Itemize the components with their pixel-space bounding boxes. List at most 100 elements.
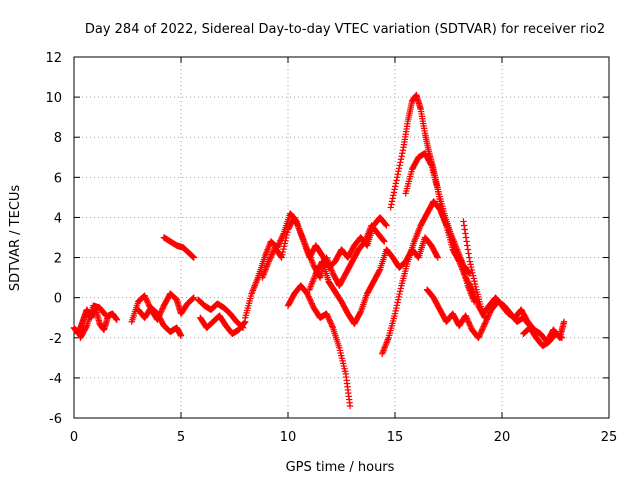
data-point-marker [471,280,479,288]
data-point-marker [478,327,485,334]
data-point-marker [158,306,166,314]
data-point-marker [414,253,422,260]
data-point-marker [467,323,474,331]
data-point-marker [82,323,90,331]
data-point-marker [346,402,354,410]
data-point-marker [383,222,390,229]
data-point-marker [482,317,490,325]
data-point-marker [395,165,403,172]
y-axis-label: SDTVAR / TECUs [8,185,23,292]
series-arc14 [402,150,474,277]
data-point-marker [159,305,166,312]
series-arc9 [259,214,388,289]
data-point-marker [276,238,284,246]
data-point-marker [470,275,477,282]
data-point-marker [392,307,399,315]
data-point-marker [477,328,485,336]
data-point-marker [395,168,402,175]
data-point-marker [479,326,486,333]
series-arc10 [284,282,354,410]
data-point-marker [486,310,493,318]
data-point-marker [267,254,274,261]
data-point-marker [177,332,185,339]
x-tick-label: 0 [70,430,78,445]
data-point-marker [396,162,403,169]
data-point-marker [266,256,273,264]
data-point-marker [395,293,403,301]
data-point-marker [305,294,313,302]
y-tick-label: 12 [45,51,62,66]
data-point-marker [398,153,405,160]
data-point-marker [476,331,483,339]
data-point-marker [464,246,472,253]
data-point-marker [391,310,399,317]
data-point-marker [283,231,290,239]
data-point-marker [309,301,316,309]
data-point-marker [462,230,469,237]
y-tick-label: 2 [54,252,62,267]
data-point-marker [482,319,489,326]
y-tick-label: 0 [54,292,62,307]
data-points [70,91,568,410]
data-point-marker [389,195,396,202]
data-point-marker [393,302,401,309]
data-point-marker [394,299,401,306]
data-point-marker [282,237,289,244]
plot-frame [73,56,610,419]
data-point-marker [279,248,287,256]
data-point-marker [380,237,387,244]
series-arc17 [520,324,566,349]
data-point-marker [397,285,404,292]
data-point-marker [393,177,400,184]
data-point-marker [324,313,332,320]
data-point-marker [190,294,198,301]
data-point-marker [477,330,484,337]
data-point-marker [466,320,473,328]
data-point-marker [388,201,395,208]
data-point-marker [469,272,477,279]
data-point-marker [394,171,401,178]
data-point-marker [276,240,283,247]
x-axis-label: GPS time / hours [286,460,395,475]
x-tick-label: 5 [177,430,185,445]
data-point-marker [464,318,472,325]
data-point-marker [268,251,276,258]
data-point-marker [325,316,333,323]
data-point-marker [327,318,334,326]
data-point-marker [483,316,491,323]
data-point-marker [467,263,475,271]
data-point-marker [472,283,479,291]
data-point-marker [277,235,285,243]
data-point-marker [475,334,482,341]
data-point-marker [280,245,287,253]
data-point-marker [392,183,399,190]
data-point-marker [143,298,151,305]
data-point-marker [399,150,406,157]
data-point-marker [387,204,394,211]
data-point-marker [281,240,288,247]
data-point-marker [471,278,478,285]
data-point-marker [323,310,330,317]
data-point-marker [323,311,331,319]
data-point-marker [396,288,404,295]
data-point-marker [399,147,407,154]
data-point-marker [479,324,487,332]
data-point-marker [486,309,494,316]
data-point-marker [141,292,148,299]
y-tick-label: -2 [49,332,62,347]
data-point-marker [391,186,398,193]
data-point-marker [433,253,441,260]
data-point-marker [102,312,110,319]
data-point-marker [463,315,471,322]
data-point-marker [304,290,311,297]
grid-lines [74,57,609,418]
data-point-marker [461,226,468,233]
data-point-marker [466,254,473,261]
data-point-marker [328,321,335,329]
data-point-marker [467,261,474,268]
data-point-marker [143,296,150,304]
data-point-marker [308,300,315,307]
series-arc11 [306,234,441,327]
data-point-marker [390,192,397,199]
data-point-marker [279,251,286,258]
